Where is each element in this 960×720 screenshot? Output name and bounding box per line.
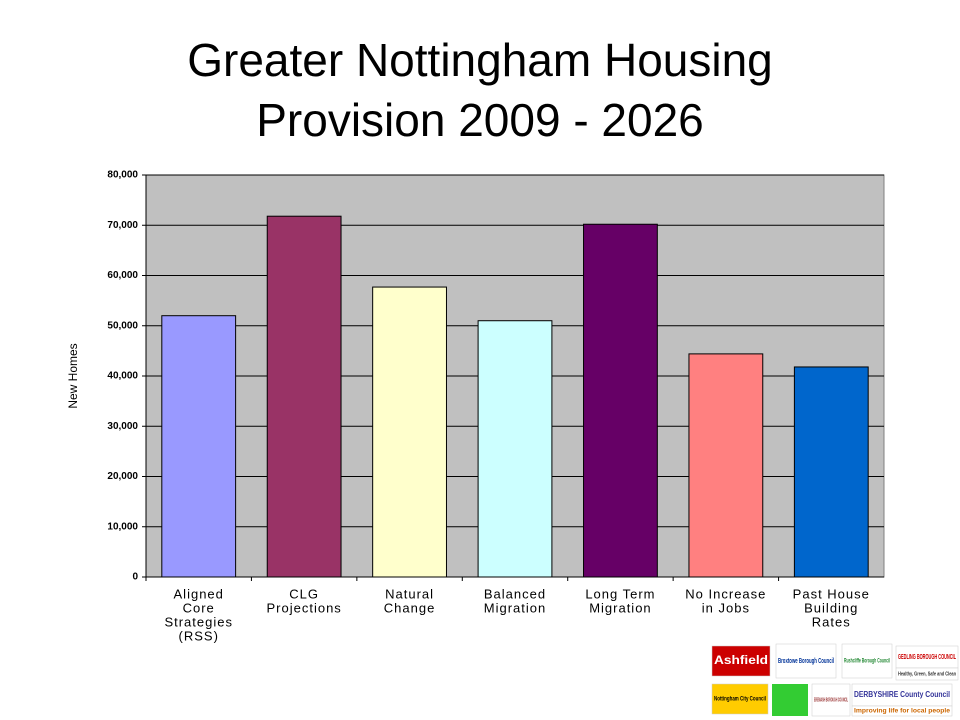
logo-text: Broxtowe Borough Council bbox=[778, 658, 834, 665]
x-tick-label: Core bbox=[183, 600, 215, 615]
x-tick-label: No Increase bbox=[685, 586, 766, 601]
logo-text: Healthy, Green, Safe and Clean bbox=[898, 671, 956, 677]
bar bbox=[477, 320, 553, 578]
bar bbox=[372, 286, 447, 578]
logo-text: Improving life for local people bbox=[854, 709, 951, 715]
logo bbox=[811, 683, 851, 717]
logo-text: GEDLING BOROUGH COUNCIL bbox=[898, 654, 956, 661]
x-tick-label: Long Term bbox=[585, 586, 655, 601]
y-tick-label: 20,000 bbox=[107, 471, 138, 482]
x-tick-label: Rates bbox=[812, 614, 851, 629]
x-tick-label: Projections bbox=[266, 600, 341, 615]
y-tick-label: 60,000 bbox=[107, 270, 138, 281]
x-tick-label: Natural bbox=[385, 586, 434, 601]
y-tick-label: 30,000 bbox=[107, 421, 138, 432]
x-tick-label: Balanced bbox=[484, 586, 546, 601]
logo-text: Rushcliffe Borough Council bbox=[844, 659, 890, 665]
bar bbox=[583, 223, 658, 578]
y-tick-label: 70,000 bbox=[107, 220, 138, 231]
x-tick-label: Change bbox=[384, 600, 436, 615]
logo bbox=[851, 705, 953, 717]
logo-text: Ashfield bbox=[714, 653, 768, 667]
logo-text: Nottingham City Council bbox=[714, 697, 766, 703]
y-tick-label: 10,000 bbox=[107, 521, 138, 532]
x-tick-label: Strategies bbox=[164, 614, 233, 629]
y-tick-label: 50,000 bbox=[107, 320, 138, 331]
logo-text: EREWASH BOROUGH COUNCIL bbox=[814, 697, 848, 703]
logo bbox=[711, 645, 771, 677]
bar bbox=[266, 215, 342, 578]
logo bbox=[775, 643, 837, 679]
logo bbox=[841, 643, 893, 679]
y-axis-label: New Homes bbox=[66, 343, 80, 408]
x-tick-label: CLG bbox=[289, 586, 319, 601]
chart-title: Provision 2009 - 2026 bbox=[256, 94, 704, 146]
x-tick-label: Past House bbox=[793, 586, 870, 601]
x-tick-label: Aligned bbox=[174, 586, 224, 601]
logo bbox=[772, 684, 808, 716]
y-tick-label: 0 bbox=[132, 572, 138, 583]
x-tick-label: Building bbox=[804, 600, 858, 615]
x-tick-label: (RSS) bbox=[179, 628, 219, 643]
bar bbox=[688, 353, 764, 578]
y-tick-label: 40,000 bbox=[107, 371, 138, 382]
logo bbox=[711, 683, 769, 715]
bar bbox=[161, 315, 237, 578]
chart-title: Greater Nottingham Housing bbox=[187, 34, 773, 86]
x-tick-label: Migration bbox=[589, 600, 651, 615]
bar bbox=[793, 366, 869, 578]
y-tick-label: 80,000 bbox=[107, 170, 138, 181]
x-tick-label: in Jobs bbox=[702, 600, 750, 615]
x-tick-label: Migration bbox=[484, 600, 546, 615]
logo bbox=[895, 667, 959, 681]
logo-text: DERBYSHIRE County Council bbox=[854, 690, 950, 699]
